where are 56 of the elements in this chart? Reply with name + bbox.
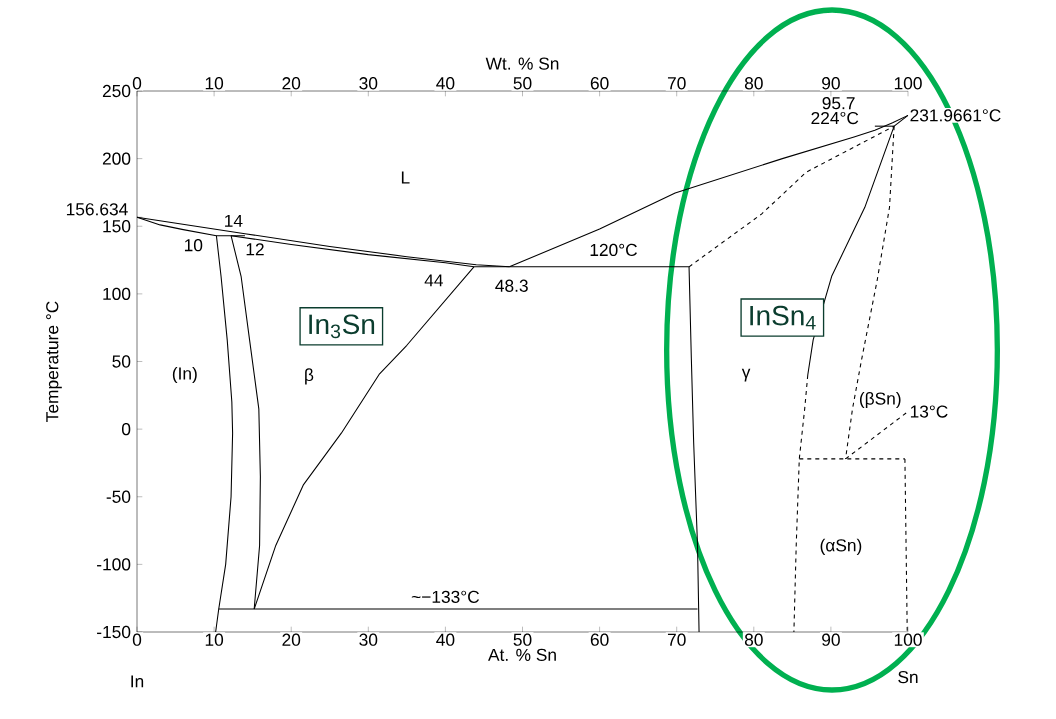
annotation: 224°C (811, 111, 859, 125)
annotation: (αSn) (820, 538, 862, 555)
annotation: 10 (184, 239, 203, 252)
y-tick-label: 250 (102, 84, 131, 98)
annotation: 120°C (590, 243, 637, 257)
annotation: 48.3 (495, 279, 528, 292)
annotation: 14 (225, 214, 243, 227)
x-tick-label: 30 (359, 77, 378, 90)
x2-tick-label: 40 (436, 633, 455, 646)
x2-tick-label: 90 (822, 633, 840, 646)
x2-tick-label: 100 (894, 633, 922, 646)
annotation: γ (741, 368, 751, 382)
x2-tick-label: 20 (282, 633, 301, 646)
y-tick-label: -100 (97, 558, 131, 571)
annotation: 95.7 (822, 97, 855, 110)
x-tick-label: 80 (744, 77, 763, 90)
y-tick-label: 200 (102, 152, 131, 165)
x2-tick-label: 80 (744, 633, 763, 646)
x2-tick-label: 0 (132, 633, 142, 646)
x2-tick-label: 50 (513, 633, 532, 646)
x-tick-label: 20 (282, 77, 301, 90)
annotation: InSn$_{4}$ (750, 305, 816, 330)
annotation: L (401, 171, 410, 184)
text: Sn (898, 670, 918, 684)
x-tick-label: 10 (205, 77, 224, 90)
annotation: In$_{3}$Sn (309, 314, 375, 339)
y-tick-label: 0 (121, 422, 131, 436)
x-tick-label: 90 (822, 77, 840, 90)
x2-tick-label: 60 (590, 633, 609, 646)
text: 13°C (910, 405, 948, 418)
annotation: (In) (172, 366, 197, 384)
y-tick-label: 50 (112, 355, 131, 368)
annotation: 12 (246, 243, 264, 256)
x2-axis-title: Wt. % Sn (485, 57, 559, 70)
x-tick-label: 50 (513, 77, 532, 90)
x2-tick-label: 70 (667, 633, 686, 646)
x-axis-title: At. % Sn (488, 648, 556, 661)
y-tick-label: -50 (106, 490, 131, 503)
x-tick-label: 60 (590, 77, 609, 90)
text: In (131, 675, 144, 688)
y-tick-label: 100 (103, 287, 131, 301)
annotation: (βSn) (859, 391, 901, 409)
y-tick-label: -150 (97, 625, 131, 639)
annotation: β (305, 368, 314, 385)
y-tick-label: 150 (103, 220, 131, 233)
x2-tick-label: 10 (205, 633, 224, 646)
x-tick-label: 0 (132, 77, 142, 90)
annotation: 44 (424, 274, 443, 287)
x-tick-label: 40 (436, 77, 455, 90)
x-tick-label: 70 (667, 77, 686, 90)
y-tick-label: 156.634 (66, 203, 128, 216)
x-tick-label: 100 (894, 77, 922, 90)
x2-tick-label: 30 (359, 633, 378, 646)
text: 231.9661°C (910, 109, 1001, 122)
annotation: ~−133°C (411, 590, 480, 603)
y-axis-title: Temperature °C (46, 301, 62, 422)
